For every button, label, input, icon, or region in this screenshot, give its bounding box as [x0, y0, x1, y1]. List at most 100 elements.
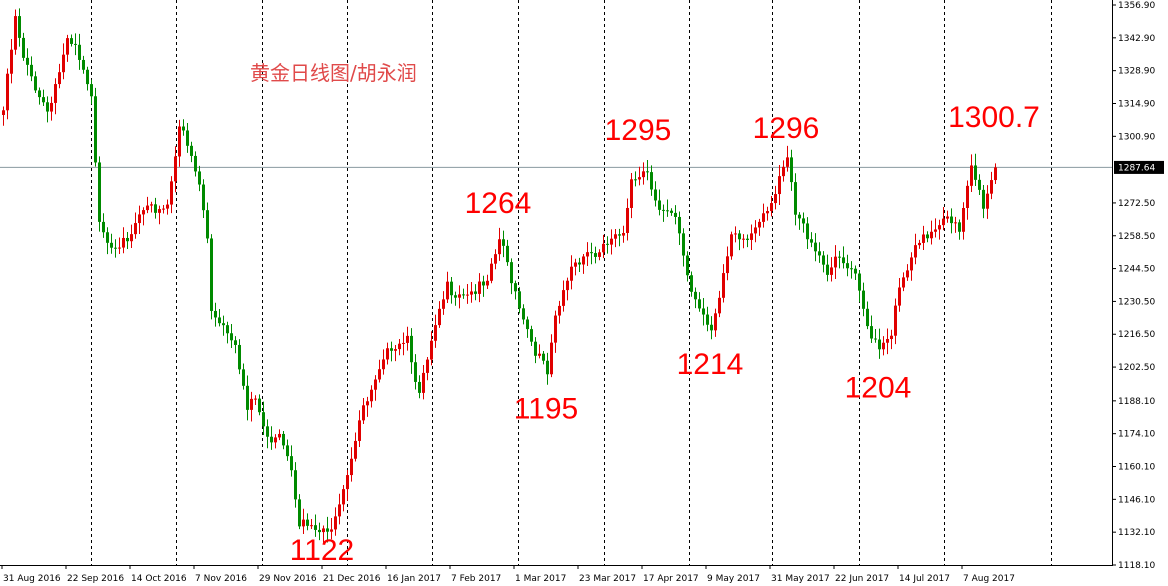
candle	[150, 201, 153, 213]
candle	[862, 282, 865, 317]
candle	[10, 38, 13, 84]
candle	[542, 351, 545, 365]
candle	[962, 202, 965, 240]
candle-body	[266, 426, 269, 437]
candle-body	[130, 234, 133, 242]
candle-body	[994, 167, 997, 181]
candle	[726, 246, 729, 281]
candle-body	[678, 216, 681, 234]
candle-body	[902, 277, 905, 288]
candle-body	[106, 232, 109, 243]
candle	[762, 203, 765, 228]
candle-body	[686, 255, 689, 276]
candle-body	[490, 263, 493, 281]
candle	[534, 337, 537, 364]
candle	[898, 277, 901, 312]
candle	[566, 277, 569, 301]
candle	[106, 227, 109, 255]
candle	[986, 185, 989, 219]
candle-body	[618, 234, 621, 236]
candle-body	[318, 529, 321, 533]
svg-text:1287.64: 1287.64	[1118, 163, 1155, 173]
candle-body	[66, 38, 69, 55]
candle	[302, 508, 305, 535]
candle-body	[570, 266, 573, 281]
candle-body	[954, 222, 957, 224]
candle	[978, 174, 981, 195]
candle	[910, 252, 913, 281]
y-tick-label: 1244.50	[1118, 265, 1155, 275]
candle	[770, 196, 773, 217]
candle-body	[758, 221, 761, 228]
candle-body	[474, 291, 477, 294]
candle-body	[110, 242, 113, 248]
candle-body	[74, 43, 77, 45]
candle-body	[446, 281, 449, 300]
candle-body	[818, 251, 821, 256]
candle-body	[814, 242, 817, 252]
candle	[262, 401, 265, 435]
candle-body	[978, 179, 981, 190]
candle-body	[822, 255, 825, 265]
candle	[730, 231, 733, 260]
candle	[586, 242, 589, 267]
candle-body	[586, 252, 589, 257]
candle-body	[674, 212, 677, 217]
candle-body	[330, 529, 333, 532]
candle	[874, 328, 877, 343]
candle	[226, 321, 229, 344]
y-tick-label: 1328.90	[1118, 67, 1155, 77]
candle-body	[482, 281, 485, 286]
candle	[858, 270, 861, 303]
candle-body	[238, 344, 241, 370]
candle-body	[354, 440, 357, 459]
candle-body	[762, 213, 765, 222]
candle	[834, 245, 837, 280]
candle-body	[102, 221, 105, 233]
candle	[278, 429, 281, 441]
candle-body	[306, 519, 309, 526]
y-tick-label: 1216.50	[1118, 330, 1155, 340]
candle	[214, 302, 217, 327]
candle-body	[366, 401, 369, 406]
candle-body	[670, 210, 673, 213]
candle-body	[842, 257, 845, 264]
candle	[906, 264, 909, 281]
candle-body	[846, 263, 849, 269]
candle-body	[642, 171, 645, 178]
candle-body	[470, 291, 473, 295]
x-tick-label: 7 Aug 2017	[963, 574, 1015, 584]
candle-body	[362, 405, 365, 421]
candle	[338, 493, 341, 525]
candle-body	[614, 234, 617, 239]
candle-body	[878, 339, 881, 350]
candle	[494, 249, 497, 270]
candle	[70, 34, 73, 47]
candle	[378, 359, 381, 383]
candle-body	[190, 145, 193, 156]
candle-body	[958, 222, 961, 232]
candle	[822, 251, 825, 273]
candle-body	[850, 268, 853, 270]
candle-body	[714, 313, 717, 331]
candle-body	[538, 353, 541, 356]
candle	[86, 66, 89, 91]
candle	[310, 518, 313, 530]
candle-body	[182, 126, 185, 131]
candle	[146, 196, 149, 214]
candle	[922, 225, 925, 250]
candle	[258, 394, 261, 416]
candle-body	[166, 204, 169, 209]
candle-body	[942, 218, 945, 226]
candle	[758, 218, 761, 236]
candle-body	[386, 348, 389, 360]
candle-body	[98, 162, 101, 222]
candle-body	[122, 237, 125, 248]
candle-body	[974, 165, 977, 180]
candle-body	[498, 239, 501, 255]
candle	[270, 426, 273, 450]
candle-body	[534, 341, 537, 356]
candle	[886, 328, 889, 355]
candle	[330, 518, 333, 540]
